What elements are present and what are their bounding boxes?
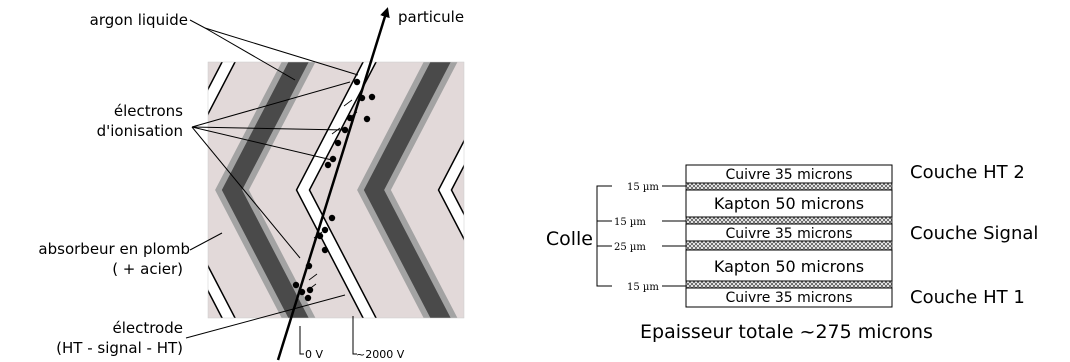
copper-layer-middle-text: Cuivre 35 microns: [725, 226, 852, 242]
layer-label-ht1: Couche HT 1: [910, 287, 1025, 308]
layer-label-ht2: Couche HT 2: [910, 162, 1025, 183]
electron-dot: [322, 247, 328, 253]
absorber-label-line2: ( + acier): [112, 260, 183, 278]
glue-layer-3: [686, 241, 892, 250]
glue-thickness-4: 15 µm: [627, 282, 659, 293]
glue-layer-4: [686, 281, 892, 288]
particle-label: particule: [398, 8, 464, 26]
glue-layer-2: [686, 217, 892, 224]
electron-dot: [335, 140, 341, 146]
absorber-label-line1: absorbeur en plomb: [38, 240, 190, 258]
kapton-layer-top-text: Kapton 50 microns: [714, 194, 864, 213]
glue-thickness-2: 15 µm: [614, 217, 646, 228]
electron-dot: [329, 215, 335, 221]
glue-thickness-3: 25 µm: [614, 242, 646, 253]
electron-dot: [325, 162, 331, 168]
glue-bracket: [597, 186, 686, 286]
glue-thickness-1: 15 µm: [627, 182, 659, 193]
electrode-label-line2: (HT - signal - HT): [56, 339, 183, 357]
electron-dot: [293, 282, 299, 288]
electron-dot: [364, 116, 370, 122]
electrons-label-line1: électrons: [114, 102, 183, 120]
electron-dot: [354, 79, 360, 85]
copper-layer-top-text: Cuivre 35 microns: [725, 167, 852, 183]
electron-dot: [369, 94, 375, 100]
electrode-stack: Cuivre 35 microns Kapton 50 microns Cuiv…: [686, 165, 892, 307]
accordion-region: [162, 40, 523, 340]
glue-label: Colle: [546, 228, 593, 250]
layer-label-signal: Couche Signal: [910, 223, 1038, 244]
electron-dot: [330, 156, 336, 162]
electrons-label-line2: d'ionisation: [97, 122, 183, 140]
total-thickness-label: Epaisseur totale ~275 microns: [640, 321, 933, 343]
electron-dot: [322, 227, 328, 233]
voltage-zero-label: 0 V: [305, 348, 323, 361]
electron-dot: [307, 287, 313, 293]
voltage-high-label: ~2000 V: [356, 348, 405, 361]
argon-label: argon liquide: [90, 11, 188, 29]
electrode-label-line1: électrode: [112, 319, 183, 337]
electron-dot: [305, 295, 311, 301]
copper-layer-bottom-text: Cuivre 35 microns: [725, 290, 852, 306]
glue-layer-1: [686, 183, 892, 190]
kapton-layer-bottom-text: Kapton 50 microns: [714, 257, 864, 276]
